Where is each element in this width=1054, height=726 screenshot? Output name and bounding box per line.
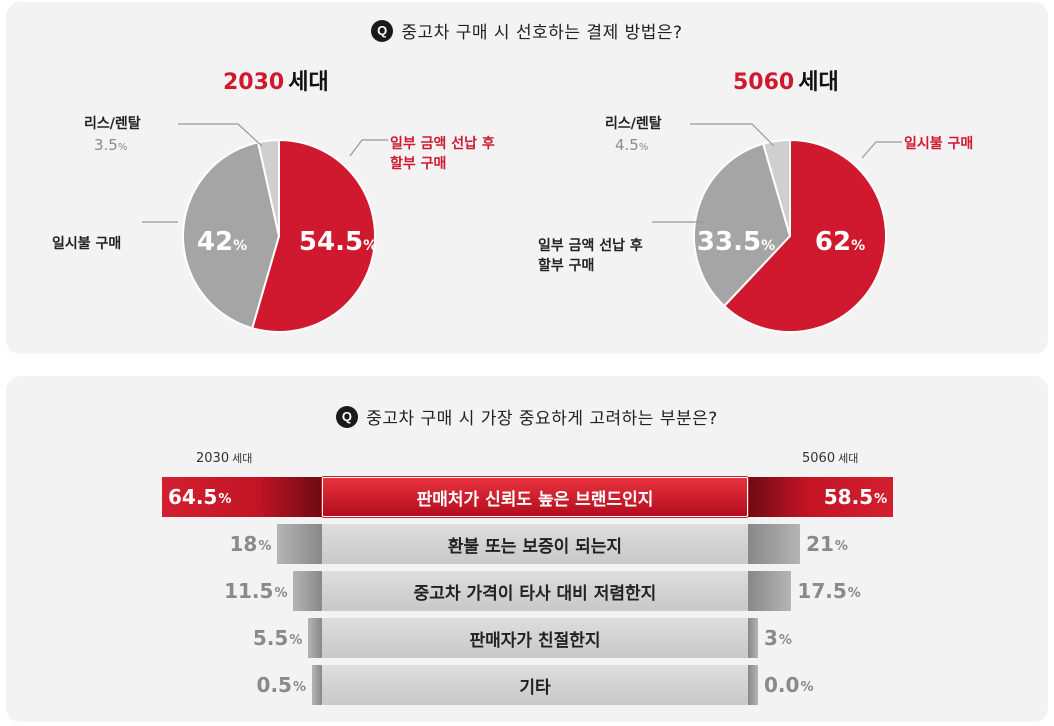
value-5060-unit: % bbox=[847, 586, 861, 601]
value-5060-number: 58.5 bbox=[823, 485, 874, 509]
payment-method-panel bbox=[6, 2, 1048, 354]
value-5060: 3% bbox=[764, 618, 792, 658]
bar-5060 bbox=[748, 618, 758, 658]
bar-5060 bbox=[748, 477, 894, 517]
pie-5060-leader-0 bbox=[861, 141, 902, 159]
value-2030: 18% bbox=[229, 524, 271, 564]
bar-row: 중고차 가격이 타사 대비 저렴한지 11.5% 17.5% bbox=[0, 571, 1054, 611]
pie-5060-slice-2 bbox=[761, 138, 791, 237]
bar-2030 bbox=[293, 571, 322, 611]
q-badge-icon-2: Q bbox=[336, 405, 359, 428]
pie-5060-title: 5060 세대 bbox=[733, 64, 839, 96]
value-2030-number: 0.5 bbox=[256, 673, 292, 697]
pie-2030-leader-0 bbox=[349, 139, 388, 157]
bar-row: 기타 0.5% 0.0% bbox=[0, 665, 1054, 705]
bar-gen-5060-label: 5060 세대 bbox=[802, 450, 858, 466]
value-2030-unit: % bbox=[258, 539, 272, 554]
pie-5060-label-1-line-1: 할부 구매 bbox=[538, 257, 594, 274]
category-label: 기타 bbox=[322, 665, 748, 705]
value-5060-unit: % bbox=[874, 492, 888, 507]
payment-question-text: 중고차 구매 시 선호하는 결제 방법은? bbox=[401, 23, 683, 43]
pie-5060-leader-2 bbox=[690, 123, 775, 147]
bar-5060 bbox=[748, 524, 801, 564]
value-2030-unit: % bbox=[218, 492, 232, 507]
bar-row: 판매자가 친절한지 5.5% 3% bbox=[0, 618, 1054, 658]
pie-5060-slice-1 bbox=[693, 142, 792, 308]
bar-2030 bbox=[277, 524, 322, 564]
bar-gen-2030-suffix: 세대 bbox=[232, 452, 253, 465]
value-5060-unit: % bbox=[800, 680, 814, 695]
pie-2030-label-2-line-0: 리스/렌탈 bbox=[84, 115, 141, 132]
pie-2030-title-num: 2030 bbox=[223, 70, 285, 95]
category-label: 환불 또는 보증이 되는지 bbox=[322, 524, 748, 564]
bar-row: 판매처가 신뢰도 높은 브랜드인지 64.5% 58.5% bbox=[0, 477, 1054, 517]
value-2030-number: 11.5 bbox=[224, 579, 274, 603]
bar-gen-5060-num: 5060 bbox=[802, 451, 836, 466]
value-5060-number: 3 bbox=[764, 626, 778, 650]
pie-2030-value-1: 42% bbox=[197, 227, 247, 257]
pie-2030-value-0: 54.5% bbox=[299, 227, 377, 257]
bar-2030 bbox=[312, 665, 322, 705]
pie-2030-slice-1 bbox=[182, 141, 281, 330]
pie-2030-label-1-line-0: 일시불 구매 bbox=[52, 236, 121, 252]
value-5060-number: 17.5 bbox=[797, 579, 847, 603]
pie-2030-label-0-line-1: 할부 구매 bbox=[390, 155, 446, 172]
q-badge-icon: Q bbox=[371, 19, 394, 42]
consideration-question: Q 중고차 구매 시 가장 중요하게 고려하는 부분은? bbox=[0, 404, 1054, 429]
value-2030-number: 5.5 bbox=[252, 626, 289, 650]
pie-5060-title-suffix: 세대 bbox=[798, 70, 839, 95]
consideration-question-text: 중고차 구매 시 가장 중요하게 고려하는 부분은? bbox=[366, 409, 718, 429]
payment-question: Q 중고차 구매 시 선호하는 결제 방법은? bbox=[0, 18, 1054, 43]
bar-5060 bbox=[748, 571, 792, 611]
pie-2030-title: 2030 세대 bbox=[223, 64, 329, 96]
bar-gen-2030-num: 2030 bbox=[196, 451, 230, 466]
value-2030: 11.5% bbox=[224, 571, 287, 611]
value-2030: 64.5% bbox=[168, 477, 231, 517]
category-label: 판매처가 신뢰도 높은 브랜드인지 bbox=[322, 477, 748, 517]
bar-2030 bbox=[162, 477, 322, 517]
value-2030-unit: % bbox=[274, 586, 288, 601]
value-2030: 0.5% bbox=[257, 665, 306, 705]
value-5060: 17.5% bbox=[797, 571, 860, 611]
pie-5060-slice-0 bbox=[722, 138, 887, 333]
pie-5060-label-2-line-0: 리스/렌탈 bbox=[605, 115, 662, 132]
pie-5060-label-1-line-0: 일부 금액 선납 후 bbox=[538, 237, 643, 254]
pie-5060-label-2-value: 4.5% bbox=[615, 136, 648, 154]
pie-5060-label-0-line-0: 일시불 구매 bbox=[904, 136, 973, 152]
pie-5060-value-1: 33.5% bbox=[697, 227, 775, 257]
pie-2030-title-suffix: 세대 bbox=[288, 70, 329, 95]
pie-2030-slice-0 bbox=[250, 138, 376, 333]
pie-5060-title-num: 5060 bbox=[733, 70, 795, 95]
category-label: 판매자가 친절한지 bbox=[322, 618, 748, 658]
bar-5060 bbox=[748, 665, 758, 705]
pie-2030-label-0-line-0: 일부 금액 선납 후 bbox=[390, 135, 495, 152]
bar-2030 bbox=[308, 618, 322, 658]
value-5060: 0.0% bbox=[764, 665, 813, 705]
bar-gen-2030-label: 2030 세대 bbox=[196, 450, 252, 466]
value-5060-unit: % bbox=[778, 633, 792, 648]
value-5060-number: 0.0 bbox=[764, 673, 800, 697]
value-2030-number: 18 bbox=[229, 532, 258, 556]
value-2030-unit: % bbox=[289, 633, 303, 648]
pie-2030-label-2-value: 3.5% bbox=[94, 136, 127, 154]
category-label: 중고차 가격이 타사 대비 저렴한지 bbox=[322, 571, 748, 611]
pie-5060-value-0: 62% bbox=[815, 227, 865, 257]
value-5060: 21% bbox=[806, 524, 848, 564]
pie-2030-leader-2 bbox=[178, 123, 263, 147]
value-2030-number: 64.5 bbox=[168, 485, 218, 509]
bar-gen-5060-suffix: 세대 bbox=[838, 452, 859, 465]
bar-row: 환불 또는 보증이 되는지 18% 21% bbox=[0, 524, 1054, 564]
value-2030: 5.5% bbox=[253, 618, 302, 658]
value-5060: 58.5% bbox=[824, 477, 887, 517]
value-2030-unit: % bbox=[292, 680, 306, 695]
value-5060-unit: % bbox=[834, 539, 848, 554]
value-5060-number: 21 bbox=[806, 532, 834, 556]
